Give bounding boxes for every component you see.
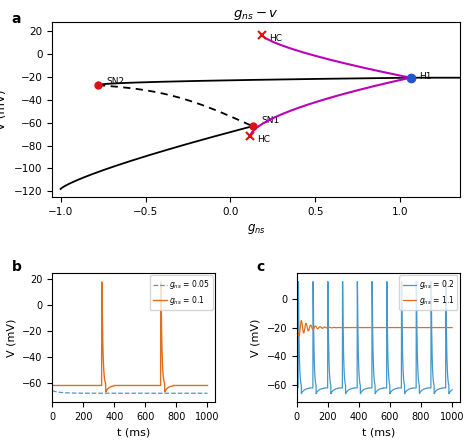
X-axis label: t (ms): t (ms)	[117, 428, 150, 438]
$g_{ns}$ = 0.05	[49, 388, 55, 393]
$g_{ns}$ = 0.05	[49, 388, 55, 393]
$g_{ns}$ = 0.2	[294, 385, 300, 391]
$g_{ns}$ = 0.1	[99, 279, 105, 285]
$g_{ns}$ = 1.1	[294, 350, 300, 355]
$g_{ns}$ = 0.1	[165, 385, 171, 390]
$g_{ns}$ = 0.1	[49, 383, 55, 388]
Legend: $g_{ns}$ = 0.05, $g_{ns}$ = 0.1: $g_{ns}$ = 0.05, $g_{ns}$ = 0.1	[150, 275, 213, 310]
Text: a: a	[11, 12, 21, 26]
$g_{ns}$ = 0.2	[396, 385, 401, 391]
$g_{ns}$ = 0.2	[418, 389, 423, 394]
$g_{ns}$ = 0.1	[101, 366, 107, 371]
$g_{ns}$ = 0.2	[294, 385, 300, 391]
$g_{ns}$ = 1.1	[346, 325, 351, 330]
Text: b: b	[11, 260, 21, 274]
Y-axis label: V (mV): V (mV)	[0, 89, 9, 130]
X-axis label: t (ms): t (ms)	[362, 428, 395, 438]
Line: $g_{ns}$ = 0.1: $g_{ns}$ = 0.1	[52, 282, 208, 392]
Legend: $g_{ns}$ = 0.2, $g_{ns}$ = 1.1: $g_{ns}$ = 0.2, $g_{ns}$ = 1.1	[400, 275, 457, 310]
$g_{ns}$ = 0.1	[103, 389, 109, 395]
$g_{ns}$ = 0.05	[205, 391, 210, 396]
Title: $g_{ns}-v$: $g_{ns}-v$	[233, 8, 279, 22]
$g_{ns}$ = 0.1	[151, 383, 157, 388]
$g_{ns}$ = 1.1	[449, 325, 455, 330]
Y-axis label: V (mV): V (mV)	[6, 318, 17, 357]
X-axis label: $g_{ns}$: $g_{ns}$	[246, 222, 265, 236]
$g_{ns}$ = 0.2	[346, 388, 351, 393]
Line: $g_{ns}$ = 0.05: $g_{ns}$ = 0.05	[52, 391, 208, 393]
Text: SN2: SN2	[107, 77, 125, 86]
$g_{ns}$ = 1.1	[374, 325, 379, 330]
Text: c: c	[256, 260, 264, 274]
$g_{ns}$ = 0.2	[410, 385, 415, 391]
$g_{ns}$ = 0.1	[129, 383, 135, 388]
Text: HC: HC	[269, 34, 282, 42]
Text: H1: H1	[419, 72, 431, 81]
$g_{ns}$ = 0.05	[129, 391, 135, 396]
$g_{ns}$ = 1.1	[294, 357, 300, 362]
Y-axis label: V (mV): V (mV)	[251, 318, 261, 357]
$g_{ns}$ = 0.1	[49, 383, 55, 388]
$g_{ns}$ = 0.05	[165, 391, 171, 396]
Line: $g_{ns}$ = 1.1: $g_{ns}$ = 1.1	[297, 320, 452, 359]
$g_{ns}$ = 0.1	[173, 383, 179, 388]
$g_{ns}$ = 0.05	[101, 391, 107, 396]
Text: SN1: SN1	[261, 116, 279, 125]
$g_{ns}$ = 0.1	[205, 383, 210, 388]
$g_{ns}$ = 1.1	[410, 325, 415, 330]
$g_{ns}$ = 1.1	[299, 318, 304, 323]
$g_{ns}$ = 0.05	[173, 391, 179, 396]
$g_{ns}$ = 0.2	[449, 387, 455, 392]
$g_{ns}$ = 0.2	[374, 389, 379, 394]
$g_{ns}$ = 0.2	[295, 279, 301, 284]
$g_{ns}$ = 1.1	[418, 325, 423, 330]
$g_{ns}$ = 0.05	[151, 391, 157, 396]
Text: HC: HC	[257, 135, 270, 144]
$g_{ns}$ = 0.2	[299, 391, 304, 396]
Line: $g_{ns}$ = 0.2: $g_{ns}$ = 0.2	[297, 282, 452, 394]
$g_{ns}$ = 1.1	[396, 325, 401, 330]
